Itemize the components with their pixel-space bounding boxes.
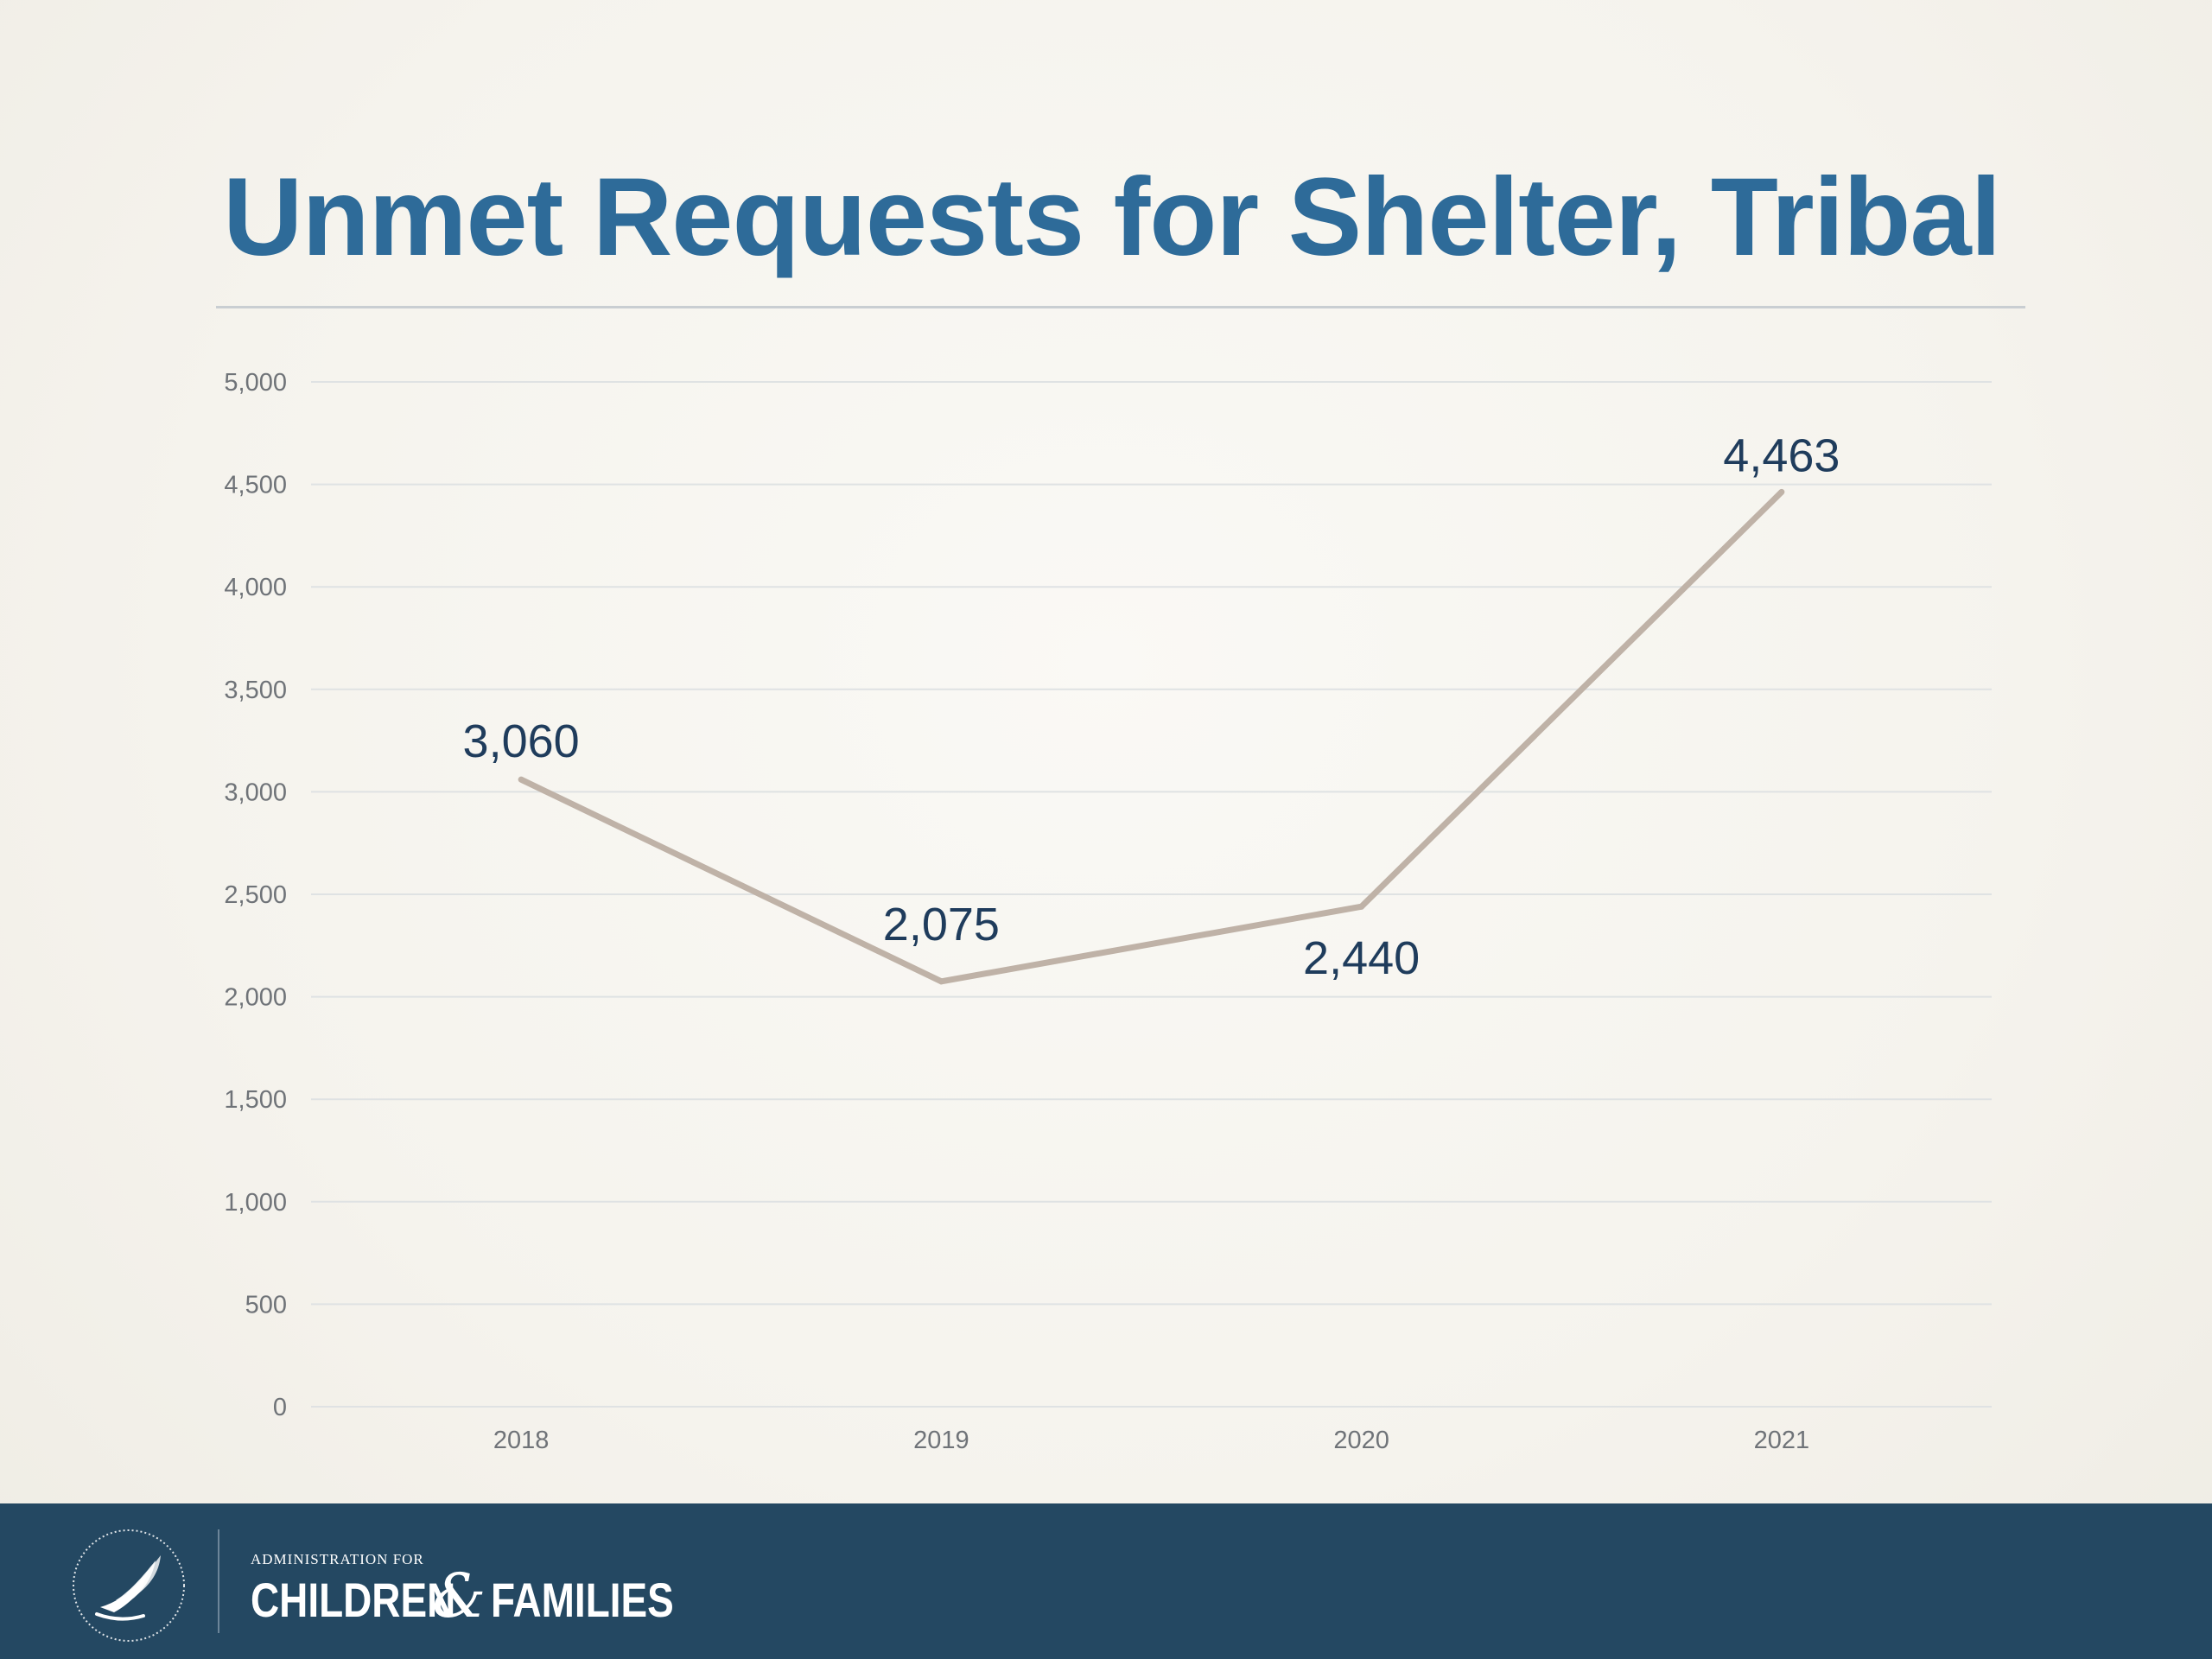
data-point [1358, 903, 1365, 910]
y-tick-label: 4,500 [224, 472, 287, 499]
line-chart: 0 500 1,000 1,500 2,000 2,500 3,000 3,500 4,000 4… [224, 369, 1992, 1454]
x-tick-label: 2020 [1333, 1427, 1389, 1454]
y-tick-label: 4,000 [224, 574, 287, 601]
slide-title: Unmet Requests for Shelter, Tribal [223, 156, 2001, 279]
data-label: 2,440 [1303, 932, 1420, 984]
acf-logo: ADMINISTRATION FOR CHILDREN & FAMILIES [251, 1551, 715, 1631]
acf-logo-word-children: CHILDREN [251, 1573, 456, 1627]
x-tick-label: 2019 [913, 1427, 969, 1454]
hhs-seal-icon [73, 1529, 185, 1642]
y-tick-label: 1,500 [224, 1086, 287, 1114]
chart-gridlines [311, 381, 1992, 1408]
y-tick-label: 3,500 [224, 677, 287, 704]
data-label: 3,060 [463, 715, 580, 767]
acf-logo-word-families: FAMILIES [491, 1573, 675, 1627]
data-point [1778, 488, 1785, 495]
y-tick-label: 5,000 [224, 369, 287, 397]
title-divider [216, 306, 2025, 308]
y-tick-label: 0 [273, 1394, 287, 1421]
y-tick-label: 3,000 [224, 779, 287, 806]
x-tick-label: 2018 [493, 1427, 550, 1454]
y-tick-label: 2,000 [224, 984, 287, 1012]
chart-data-labels: 3,060 2,075 2,440 4,463 [463, 429, 1840, 984]
data-label: 4,463 [1723, 429, 1840, 481]
footer-divider [218, 1529, 219, 1633]
y-tick-label: 1,000 [224, 1189, 287, 1217]
data-point [938, 978, 944, 985]
y-axis-tick-labels: 0 500 1,000 1,500 2,000 2,500 3,000 3,500 4,000 4… [224, 369, 287, 1421]
x-axis-tick-labels: 2018 2019 2020 2021 [493, 1427, 1809, 1454]
chart-series [518, 488, 1785, 985]
series-line [519, 489, 1784, 985]
data-label: 2,075 [883, 899, 1000, 950]
footer-bar: ADMINISTRATION FOR CHILDREN & FAMILIES [0, 1503, 2212, 1659]
y-tick-label: 500 [245, 1291, 287, 1319]
acf-logo-small-text: ADMINISTRATION FOR [251, 1551, 424, 1567]
acf-logo-ampersand: & [432, 1560, 486, 1631]
data-point [518, 776, 524, 783]
x-tick-label: 2021 [1754, 1427, 1810, 1454]
y-tick-label: 2,500 [224, 881, 287, 909]
